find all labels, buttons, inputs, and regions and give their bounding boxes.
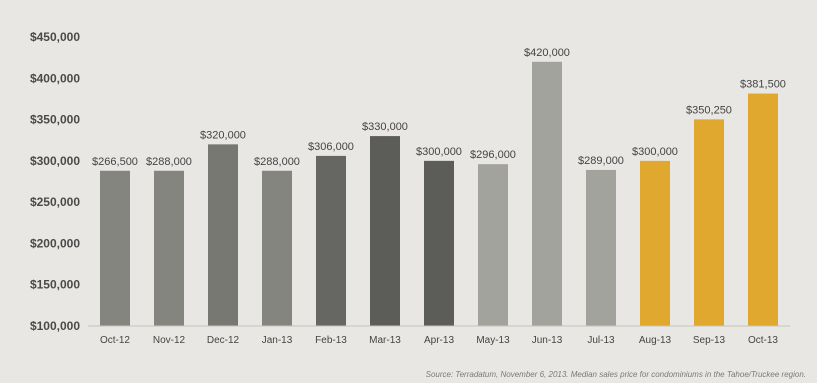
- bar-value-label: $300,000: [632, 146, 678, 158]
- bar-value-label: $350,250: [686, 104, 732, 116]
- x-tick-label: Nov-12: [153, 335, 186, 346]
- x-tick-label: May-13: [476, 335, 510, 346]
- x-tick-label: Jul-13: [587, 335, 615, 346]
- bar-value-label: $289,000: [578, 155, 624, 167]
- y-tick-label: $250,000: [30, 195, 80, 209]
- bar: [262, 170, 292, 326]
- bar: [316, 155, 346, 326]
- x-tick-label: Oct-12: [100, 335, 130, 346]
- bar-series: [100, 61, 778, 327]
- bar: [586, 169, 616, 326]
- bar-value-label: $381,500: [740, 79, 786, 91]
- x-tick-label: Feb-13: [315, 335, 347, 346]
- bar-value-label: $288,000: [254, 156, 300, 168]
- bar-value-label: $420,000: [524, 47, 570, 59]
- source-note: Source: Terradatum, November 6, 2013. Me…: [426, 370, 806, 379]
- bar-value-label: $288,000: [146, 156, 192, 168]
- bar: [208, 144, 238, 326]
- data-labels: $266,500 $288,000 $320,000 $288,000 $306,000…: [92, 47, 786, 168]
- y-tick-label: $200,000: [30, 236, 80, 250]
- x-tick-label: Mar-13: [369, 335, 401, 346]
- bar: [748, 93, 778, 326]
- x-tick-label: Aug-13: [639, 335, 672, 346]
- y-tick-label: $150,000: [30, 278, 80, 292]
- bar: [478, 164, 508, 326]
- bar: [532, 61, 562, 327]
- y-tick-label: $300,000: [30, 154, 80, 168]
- y-tick-label: $450,000: [30, 30, 80, 44]
- x-axis-ticks: Oct-12 Nov-12 Dec-12 Jan-13 Feb-13 Mar-13 Apr-…: [100, 335, 778, 346]
- y-tick-label: $100,000: [30, 319, 80, 333]
- bar: [640, 160, 670, 326]
- bar-value-label: $330,000: [362, 121, 408, 133]
- y-axis-ticks: $100,000 $150,000 $200,000 $250,000 $300,000…: [30, 30, 80, 333]
- x-tick-label: Oct-13: [748, 335, 778, 346]
- y-tick-label: $400,000: [30, 71, 80, 85]
- bar-value-label: $320,000: [200, 129, 246, 141]
- x-tick-label: Jun-13: [532, 335, 563, 346]
- bar: [370, 136, 400, 326]
- y-tick-label: $350,000: [30, 113, 80, 127]
- x-tick-label: Apr-13: [424, 335, 454, 346]
- bar-value-label: $306,000: [308, 141, 354, 153]
- x-tick-label: Sep-13: [693, 335, 726, 346]
- bar: [154, 170, 184, 326]
- bar: [694, 119, 724, 327]
- x-tick-label: Jan-13: [262, 335, 293, 346]
- bar-value-label: $266,500: [92, 156, 138, 168]
- bar: [100, 170, 130, 326]
- bar-value-label: $300,000: [416, 146, 462, 158]
- x-tick-label: Dec-12: [207, 335, 240, 346]
- bar-value-label: $296,000: [470, 149, 516, 161]
- bar: [424, 160, 454, 326]
